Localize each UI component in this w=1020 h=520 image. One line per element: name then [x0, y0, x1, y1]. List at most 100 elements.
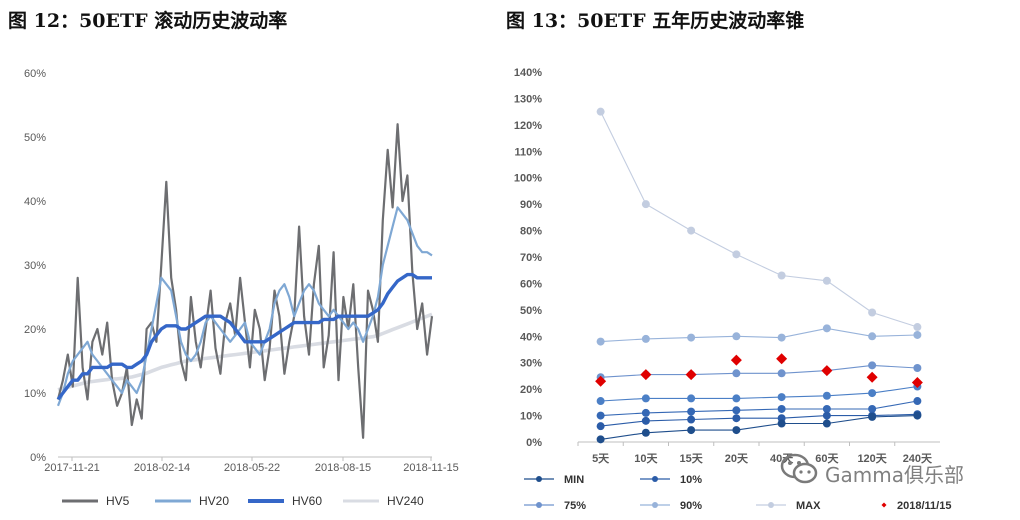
- point-min: [868, 412, 877, 421]
- y-tick-label: 80%: [520, 226, 542, 238]
- legend-marker-max: [768, 502, 774, 508]
- x-tick-label: 60天: [815, 452, 839, 465]
- point-current-2018-11-15: [685, 369, 697, 381]
- point-10pct: [822, 411, 831, 420]
- legend-label-hv5: HV5: [106, 494, 130, 508]
- point-10pct: [641, 416, 650, 425]
- x-tick-label: 2018-02-14: [134, 462, 190, 474]
- point-current-2018-11-15: [595, 375, 607, 387]
- x-tick-label: 2017-11-21: [44, 462, 99, 474]
- point-current-2018-11-15: [730, 354, 742, 366]
- point-25pct: [822, 404, 831, 413]
- point-min: [596, 435, 605, 444]
- point-90pct: [868, 332, 877, 341]
- point-max: [596, 107, 605, 116]
- point-50pct: [596, 397, 605, 406]
- y-tick-label: 50%: [520, 305, 542, 317]
- x-tick-label: 20天: [725, 452, 749, 465]
- y-tick-label: 40%: [520, 331, 542, 343]
- rolling-volatility-chart: 0% 10% 20% 30% 40% 50% 60% 2017-11-21 2018-02-14…: [24, 68, 459, 508]
- y-tick-label: 110%: [514, 146, 542, 158]
- y-tick-label: 60%: [520, 278, 542, 290]
- point-min: [822, 419, 831, 428]
- series-line-hv240: [57, 312, 433, 392]
- series-line-75pct: [600, 364, 918, 378]
- point-current-2018-11-15: [640, 369, 652, 381]
- point-75pct: [777, 369, 786, 378]
- point-current-2018-11-15: [911, 377, 923, 389]
- y-tick-label: 10%: [24, 388, 46, 400]
- point-current-2018-11-15: [866, 371, 878, 383]
- legend-swatch-2018-11-15: [881, 502, 887, 508]
- point-75pct: [913, 364, 922, 372]
- point-max: [913, 323, 922, 332]
- x-tick-label: 2018-08-15: [315, 462, 371, 474]
- point-10pct: [596, 422, 605, 431]
- point-25pct: [596, 411, 605, 420]
- y-tick-label: 20%: [520, 384, 542, 396]
- legend-marker-min: [536, 476, 542, 482]
- point-90pct: [641, 334, 650, 343]
- point-25pct: [868, 404, 877, 413]
- point-90pct: [913, 330, 922, 339]
- point-50pct: [732, 394, 741, 403]
- y-tick-label: 90%: [520, 199, 542, 211]
- point-min: [777, 419, 786, 428]
- point-50pct: [777, 393, 786, 402]
- x-tick-label: 2018-05-22: [224, 462, 280, 474]
- y-tick-label: 30%: [24, 260, 46, 272]
- point-min: [913, 411, 922, 420]
- x-tick-label: 15天: [680, 452, 704, 465]
- y-tick-label: 130%: [514, 93, 542, 105]
- legend-label-min: MIN: [564, 474, 584, 486]
- point-10pct: [687, 415, 696, 424]
- point-max: [641, 200, 650, 209]
- y-tick-label: 70%: [520, 252, 542, 264]
- y-tick-label: 120%: [514, 120, 542, 132]
- x-tick-label: 5天: [592, 452, 610, 465]
- y-tick-label: 60%: [24, 68, 46, 80]
- legend-label-hv240: HV240: [387, 494, 424, 508]
- legend-marker-75pct: [536, 502, 542, 508]
- series-line-hv5: [56, 123, 434, 439]
- point-max: [822, 276, 831, 285]
- point-90pct: [822, 324, 831, 333]
- wechat-logo-icon: [780, 453, 818, 484]
- y-tick-label: 140%: [514, 67, 542, 79]
- legend-label-75pct: 75%: [564, 500, 586, 512]
- y-tick-label: 100%: [514, 173, 542, 185]
- point-90pct: [777, 333, 786, 342]
- point-25pct: [913, 397, 922, 406]
- point-75pct: [868, 361, 877, 370]
- series-line-50pct: [600, 385, 918, 402]
- point-75pct: [732, 369, 741, 378]
- figure-13-title: 图 13：50ETF 五年历史波动率锥: [506, 10, 805, 32]
- y-tick-label: 50%: [24, 132, 46, 144]
- point-max: [868, 308, 877, 317]
- y-tick-label: 30%: [520, 358, 542, 370]
- point-25pct: [777, 404, 786, 413]
- point-90pct: [687, 333, 696, 342]
- y-tick-label: 40%: [24, 196, 46, 208]
- series-line-min: [600, 415, 918, 440]
- point-25pct: [687, 407, 696, 416]
- point-90pct: [596, 337, 605, 346]
- legend-label-hv20: HV20: [199, 494, 229, 508]
- point-50pct: [687, 394, 696, 403]
- series-line-90pct: [600, 327, 918, 343]
- legend-label-2018-11-15: 2018/11/15: [897, 500, 951, 512]
- point-10pct: [732, 414, 741, 423]
- volatility-cone-chart: 0% 10% 20% 30% 40% 50% 60% 70% 80% 90% 100% 110% 120…: [514, 67, 952, 512]
- point-50pct: [822, 391, 831, 400]
- point-current-2018-11-15: [821, 365, 833, 377]
- legend-label-10pct: 10%: [680, 474, 702, 486]
- x-tick-label: 240天: [903, 452, 933, 465]
- point-90pct: [732, 332, 741, 341]
- legend-label-max: MAX: [796, 500, 821, 512]
- point-50pct: [641, 394, 650, 403]
- legend-marker-90pct: [652, 502, 658, 508]
- point-max: [777, 271, 786, 280]
- point-current-2018-11-15: [776, 353, 788, 365]
- y-tick-label: 0%: [526, 437, 542, 449]
- figure-12-title: 图 12：50ETF 滚动历史波动率: [8, 10, 288, 32]
